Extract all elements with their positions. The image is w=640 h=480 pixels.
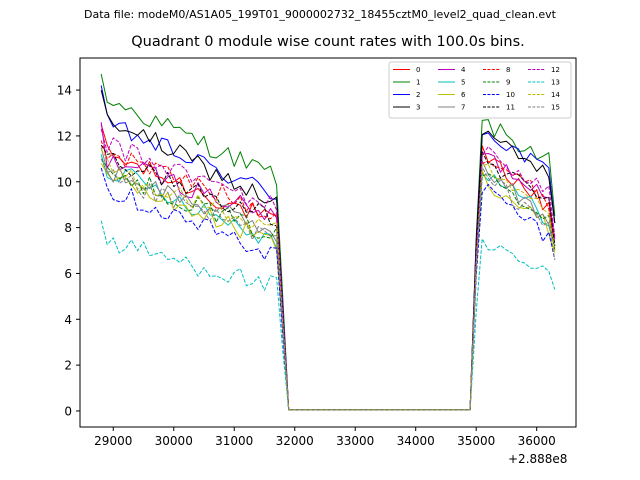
series-line-9 [100,158,556,411]
x-tick-label: 33000 [336,434,374,448]
series-line-1 [100,73,556,411]
y-tick-label: 8 [64,221,72,235]
series-line-10 [100,167,556,411]
series-line-2 [100,85,556,411]
legend-label-15: 15 [551,104,560,112]
legend-label-2: 2 [416,91,420,99]
series-line-11 [100,144,556,411]
legend-label-5: 5 [461,79,465,87]
series-line-13 [100,220,556,411]
legend-label-7: 7 [461,104,465,112]
y-tick-label: 12 [57,129,72,143]
series-line-4 [100,122,556,411]
legend-label-13: 13 [551,79,560,87]
series-line-3 [100,89,556,411]
legend-label-0: 0 [416,66,420,74]
x-tick-label: 32000 [276,434,314,448]
plot-area-frame [79,57,577,428]
x-tick-label: 35000 [457,434,495,448]
legend-label-1: 1 [416,79,420,87]
series-line-14 [100,149,556,411]
y-tick-label: 0 [64,404,72,418]
series-layer [100,73,556,411]
legend-label-11: 11 [506,104,515,112]
series-line-5 [100,154,556,411]
x-tick-label: 34000 [397,434,435,448]
chart-title: Quadrant 0 module wise count rates with … [131,34,525,50]
legend-label-4: 4 [461,66,466,74]
legend-label-3: 3 [416,104,420,112]
x-tick-label: 36000 [518,434,556,448]
y-tick-label: 6 [64,267,72,281]
axes-layer: 29000 30000 31000 32000 33000 34000 35000 36000… [57,84,556,448]
series-line-15 [100,158,556,411]
suptitle: Data file: modeM0/AS1A05_199T01_90000027… [84,8,556,21]
x-tick-label: 29000 [94,434,132,448]
x-offset-label: +2.888e8 [508,452,568,466]
y-tick-label: 10 [57,175,72,189]
legend-label-9: 9 [506,79,510,87]
series-line-12 [100,128,556,411]
series-line-7 [100,147,556,411]
series-line-6 [100,163,556,411]
legend-label-8: 8 [506,66,510,74]
x-tick-label: 31000 [215,434,253,448]
y-tick-label: 2 [64,359,72,373]
series-line-8 [100,140,556,411]
legend-label-6: 6 [461,91,466,99]
y-tick-label: 14 [57,84,72,98]
legend-label-10: 10 [506,91,515,99]
legend-label-14: 14 [551,91,560,99]
y-tick-label: 4 [64,313,72,327]
x-tick-label: 30000 [155,434,193,448]
legend-frame [388,61,572,119]
legend-label-12: 12 [551,66,560,74]
series-line-0 [100,124,556,411]
